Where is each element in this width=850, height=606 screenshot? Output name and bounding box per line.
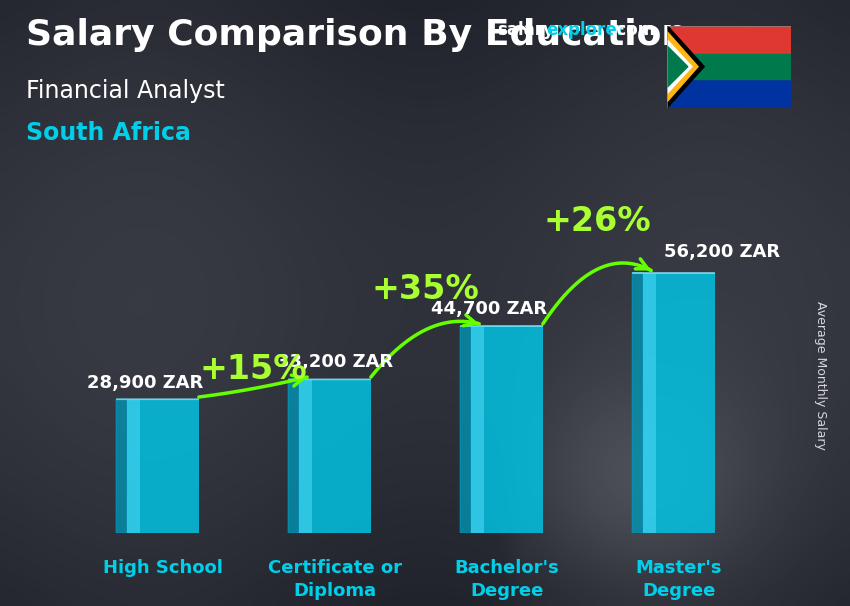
Bar [643, 273, 655, 533]
Polygon shape [667, 40, 692, 93]
Text: 33,200 ZAR: 33,200 ZAR [277, 353, 393, 371]
Bar [471, 326, 484, 533]
Text: High School: High School [103, 559, 223, 577]
Bar [667, 55, 790, 79]
Text: Master's
Degree: Master's Degree [636, 559, 722, 601]
Polygon shape [667, 32, 698, 102]
Polygon shape [632, 273, 643, 533]
Text: Salary Comparison By Education: Salary Comparison By Education [26, 18, 687, 52]
Bar [127, 399, 199, 533]
Bar [667, 25, 790, 67]
Text: 28,900 ZAR: 28,900 ZAR [88, 375, 204, 393]
Text: +15%: +15% [199, 353, 307, 387]
Bar [471, 326, 543, 533]
Text: Certificate or
Diploma: Certificate or Diploma [268, 559, 402, 601]
Bar [643, 273, 715, 533]
Text: 44,700 ZAR: 44,700 ZAR [432, 300, 547, 318]
Text: South Africa: South Africa [26, 121, 190, 145]
Text: explorer: explorer [547, 21, 626, 39]
Polygon shape [288, 379, 298, 533]
Text: +35%: +35% [371, 273, 479, 306]
Polygon shape [667, 46, 688, 87]
Text: Average Monthly Salary: Average Monthly Salary [813, 301, 827, 450]
Text: Bachelor's
Degree: Bachelor's Degree [455, 559, 559, 601]
Text: +26%: +26% [543, 205, 651, 238]
Polygon shape [667, 25, 704, 108]
Text: Financial Analyst: Financial Analyst [26, 79, 224, 103]
Text: .com: .com [610, 21, 655, 39]
Bar [298, 379, 371, 533]
Polygon shape [461, 326, 471, 533]
Bar [298, 379, 312, 533]
Bar [667, 67, 790, 108]
Bar [127, 399, 139, 533]
Text: salary: salary [497, 21, 554, 39]
Text: 56,200 ZAR: 56,200 ZAR [664, 243, 779, 261]
Polygon shape [116, 399, 127, 533]
